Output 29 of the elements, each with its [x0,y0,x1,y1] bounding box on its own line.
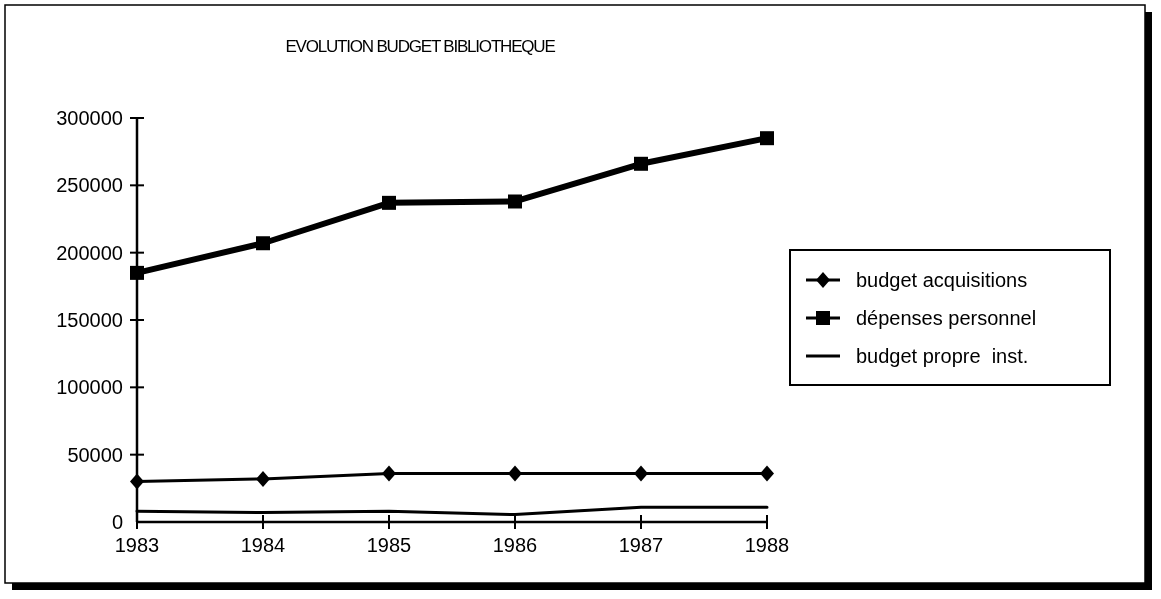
legend-label: budget acquisitions [856,269,1028,291]
point [508,465,522,482]
point [130,473,144,490]
x-tick-label: 1985 [366,534,412,556]
point [760,131,774,146]
x-tick-label: 1988 [744,534,790,556]
y-tick-label: 300000 [56,107,123,129]
point [256,236,270,251]
legend-label: dépenses personnel [856,307,1037,329]
y-tick-label: 150000 [56,309,123,331]
x-tick-label: 1984 [240,534,286,556]
x-tick-label: 1986 [492,534,538,556]
y-tick-label: 200000 [56,241,123,264]
y-tick-label: 100000 [56,376,123,399]
legend-label: budget propre inst. [856,345,1029,367]
point [760,465,774,482]
point [382,465,396,482]
y-tick-label: 50000 [67,443,123,466]
y-tick-label: 0 [111,511,123,533]
point [634,465,648,482]
y-tick-label: 250000 [56,174,123,197]
point [256,470,270,487]
point [634,156,648,171]
chart-title: EVOLUTION BUDGET BIBLIOTHEQUE [285,37,556,56]
point [382,195,396,210]
point [130,265,144,280]
point [508,194,522,209]
x-tick-label: 1983 [114,534,160,556]
x-tick-label: 1987 [618,534,664,556]
